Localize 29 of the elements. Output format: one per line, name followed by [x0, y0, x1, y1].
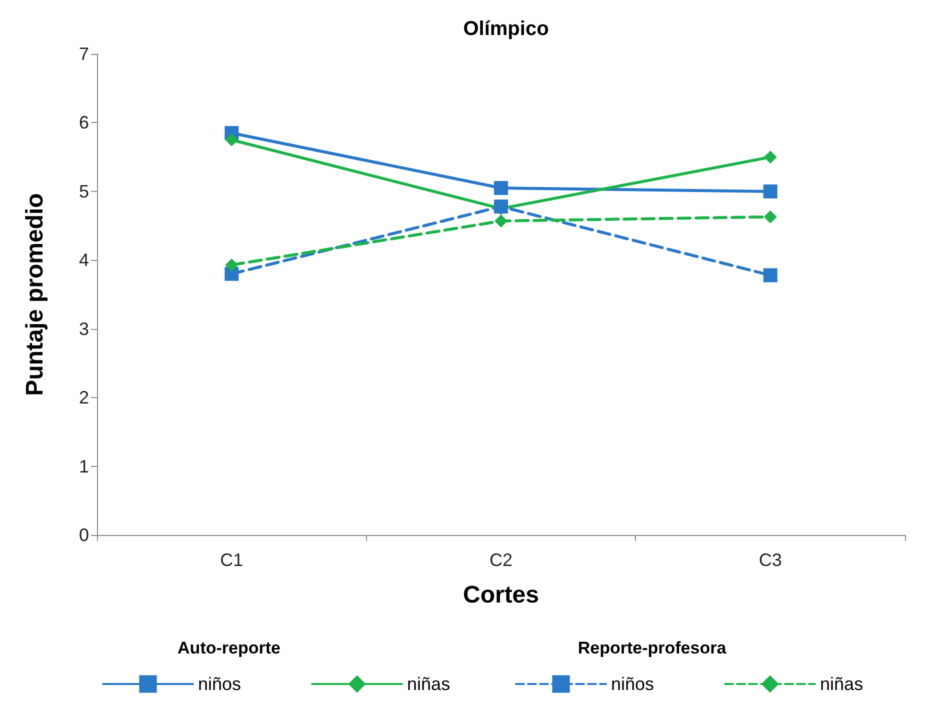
- y-tick-label: 7: [78, 44, 89, 64]
- x-tick-label: C1: [220, 550, 244, 570]
- legend-label: niños: [198, 674, 242, 694]
- y-tick-label: 6: [78, 112, 89, 133]
- y-tick-label: 2: [78, 388, 89, 408]
- y-tick-label: 4: [78, 250, 89, 270]
- point: [225, 258, 238, 272]
- y-tick-label: 0: [78, 525, 89, 545]
- legend-label: niños: [611, 674, 654, 694]
- point: [764, 150, 777, 164]
- legend-label: niñas: [407, 674, 450, 694]
- x-tick-label: C2: [489, 550, 513, 570]
- text: Auto-reporte: [178, 638, 280, 658]
- point: [763, 184, 778, 198]
- x-tick-label: C3: [758, 550, 782, 570]
- point: [225, 133, 238, 146]
- y-axis-title: Puntaje promedio: [22, 193, 48, 396]
- point: [763, 268, 778, 282]
- y-tick-label: 1: [78, 456, 89, 476]
- point: [764, 210, 777, 224]
- y-tick-label: 3: [78, 318, 89, 339]
- point: [494, 200, 508, 214]
- text: Reporte-profesora: [578, 638, 727, 658]
- y-tick-label: 5: [78, 181, 89, 202]
- point: [494, 180, 508, 195]
- x-axis-title: Cortes: [462, 582, 540, 608]
- chart-title: Olímpico: [463, 18, 549, 40]
- point: [494, 214, 508, 228]
- legend-label: niñas: [820, 674, 864, 694]
